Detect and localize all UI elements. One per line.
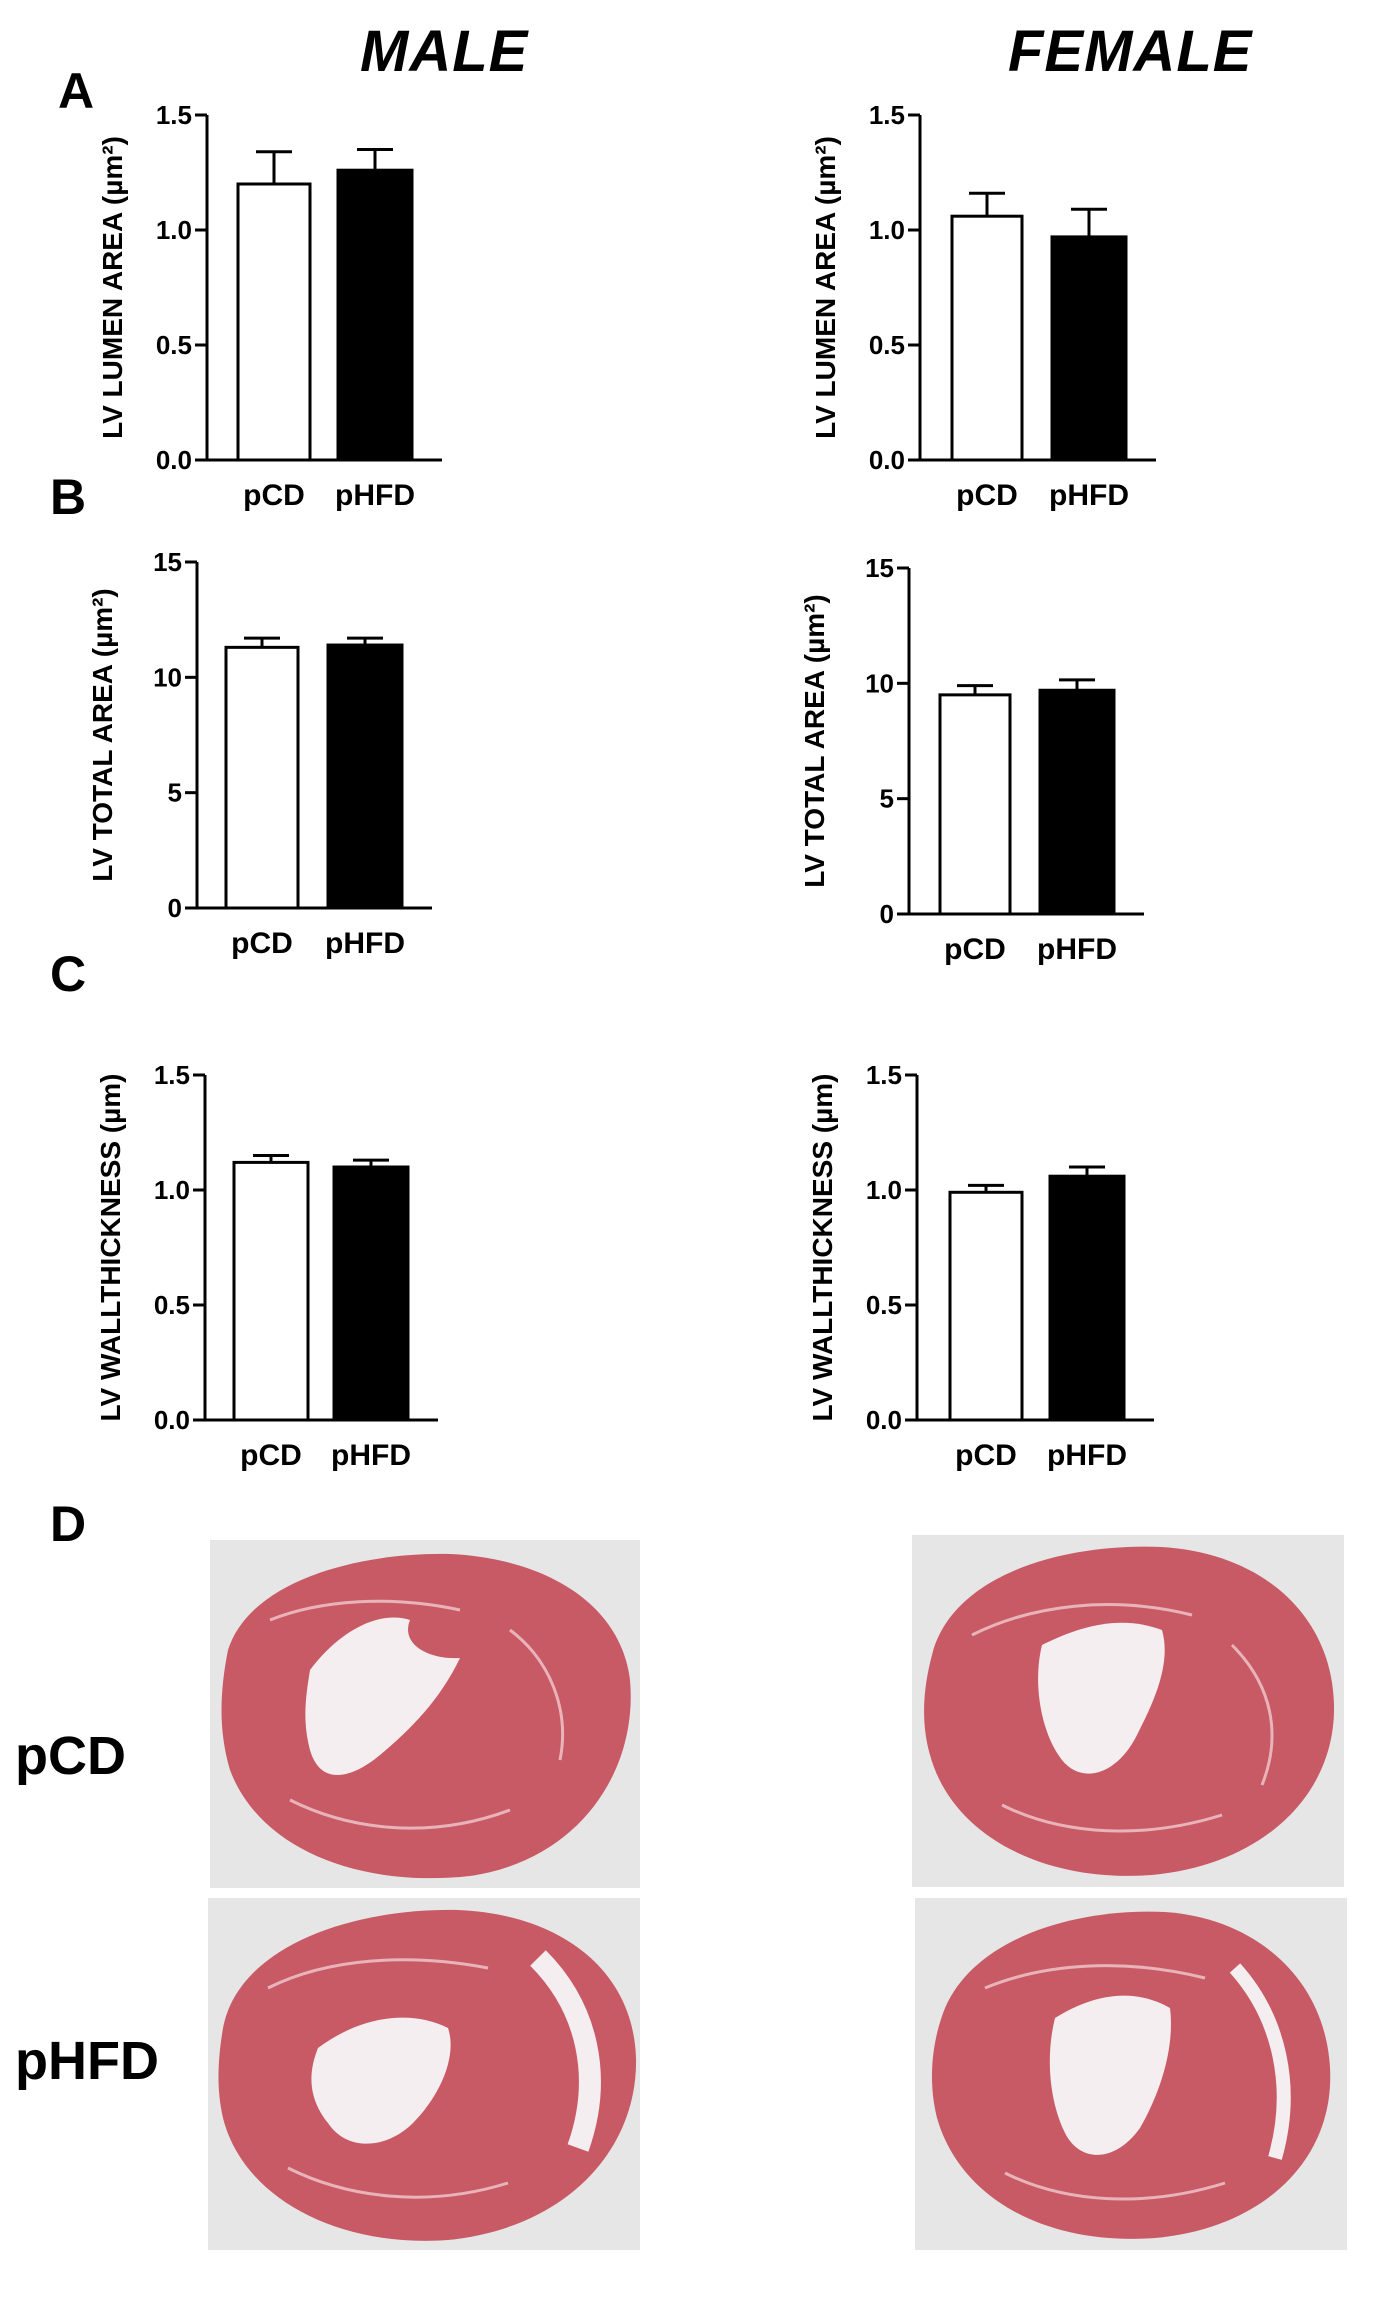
y-tick-label: 10 [153,662,182,692]
x-category-label: pCD [955,1439,1017,1472]
row-label-pcd: pCD [15,1726,126,1786]
y-axis-label: LV WALLTHICKNESS (µm) [95,1074,126,1422]
bar-phfd [332,1165,410,1422]
x-category-label: pHFD [331,1439,411,1472]
micrograph-male-pcd [210,1540,640,1888]
y-tick-label: 0.0 [866,1405,902,1435]
y-tick-label: 1.5 [156,100,192,130]
x-category-label: pCD [944,933,1006,966]
bar-pcd [950,214,1024,462]
female-header: FEMALE [1008,19,1253,84]
y-tick-label: 1.5 [869,100,905,130]
panel-letter-a: A [58,63,95,119]
y-tick-label: 1.0 [866,1175,902,1205]
chart-total-female: 0 5 10 15 LV TOTAL AREA (µm²) pCD pHFD [799,553,1144,966]
y-tick-label: 5 [168,778,182,808]
x-category-label: pCD [956,479,1018,512]
chart-total-male: 0 5 10 15 LV TOTAL AREA (µm²) pCD pHFD [87,547,432,960]
y-tick-label: 0.5 [866,1290,902,1320]
y-axis-label: LV LUMEN AREA (µm²) [810,136,841,439]
micrograph-male-phfd [208,1898,640,2250]
y-tick-label: 0 [168,893,182,923]
bar-charts: 0.00.51.01.5LV LUMEN AREA (µm²)pCD pHFD0.… [87,100,1156,1472]
x-category-label: pHFD [325,927,405,960]
y-tick-label: 0.5 [869,330,905,360]
x-category-label: pHFD [1037,933,1117,966]
y-tick-label: 0.0 [154,1405,190,1435]
y-axis-label: LV LUMEN AREA (µm²) [97,136,128,439]
panel-letter-b: B [50,469,87,525]
bar-phfd [1048,1174,1126,1422]
y-tick-label: 0.5 [154,1290,190,1320]
y-axis-label: LV TOTAL AREA (µm²) [799,594,830,888]
x-category-label: pCD [243,479,305,512]
row-label-phfd: pHFD [15,2031,159,2091]
y-tick-label: 1.0 [154,1175,190,1205]
y-tick-label: 15 [153,547,182,577]
x-category-label: pHFD [1049,479,1129,512]
y-tick-label: 5 [880,784,894,814]
bar-phfd [1050,235,1128,462]
y-axis-label: LV WALLTHICKNESS (µm) [807,1074,838,1422]
bar-pcd [938,693,1012,916]
y-tick-label: 1.0 [869,215,905,245]
y-tick-label: 0 [880,899,894,929]
chart-lumen-female: 0.0 0.5 1.0 1.5 LV LUMEN AREA (µm²) pCD pHFD [810,100,1156,512]
y-tick-label: 1.5 [866,1060,902,1090]
x-category-label: pHFD [1047,1439,1127,1472]
micrograph-female-phfd [915,1898,1347,2250]
male-header: MALE [360,19,529,84]
y-tick-label: 0.0 [156,445,192,475]
bar-phfd [336,168,414,462]
panel-letter-d: D [50,1496,87,1552]
y-tick-label: 10 [865,668,894,698]
x-category-label: pHFD [335,479,415,512]
bar-pcd [232,1160,310,1422]
bar-pcd [236,182,312,462]
bar-phfd [326,643,404,910]
y-axis-label: LV TOTAL AREA (µm²) [87,588,118,882]
y-tick-label: 15 [865,553,894,583]
bar-pcd [948,1190,1024,1422]
chart-lumen-male: 0.0 0.5 1.0 1.5 LV LUMEN AREA (µm²) pCD pHFD [97,100,442,512]
x-category-label: pCD [231,927,293,960]
chart-wall-female: 0.0 0.5 1.0 1.5 LV WALLTHICKNESS (µm) pCD pHFD [807,1060,1154,1472]
panel-letter-c: C [50,946,87,1002]
bar-pcd [224,645,300,910]
x-category-label: pCD [240,1439,302,1472]
y-tick-label: 0.5 [156,330,192,360]
y-tick-label: 1.0 [156,215,192,245]
micrograph-female-pcd [912,1535,1344,1887]
chart-wall-male: 0.0 0.5 1.0 1.5 LV WALLTHICKNESS (µm) pCD pHFD [95,1060,438,1472]
y-tick-label: 1.5 [154,1060,190,1090]
y-tick-label: 0.0 [869,445,905,475]
bar-phfd [1038,688,1116,916]
